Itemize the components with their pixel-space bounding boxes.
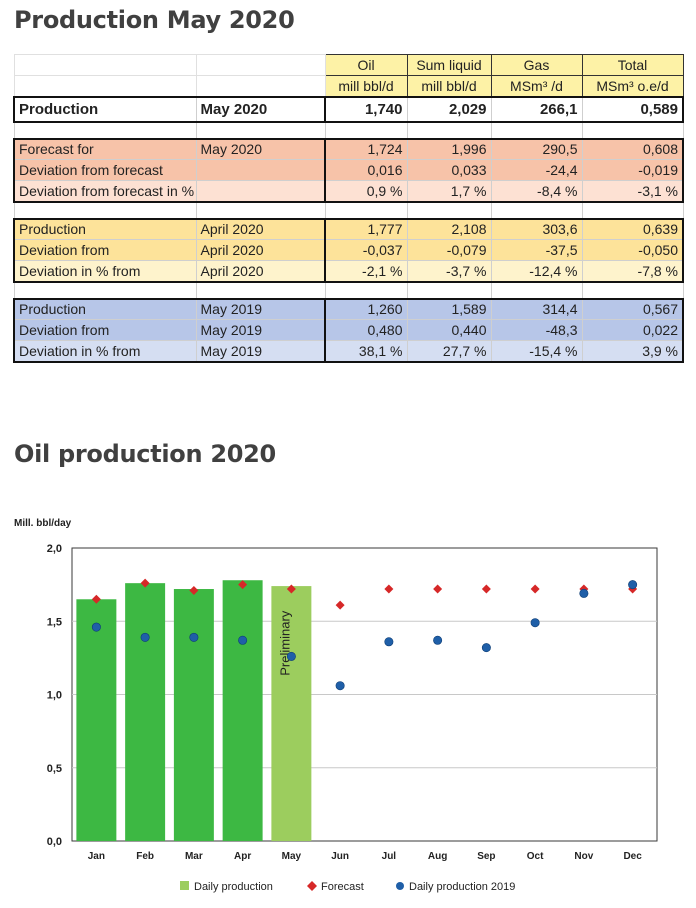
oil-production-chart: 0,0 0,5 1,0 1,5 2,0 Mill. bbl/day Jan Feb Mar Apr…	[14, 508, 684, 903]
bar	[173, 589, 214, 841]
legend-label-daily-production: Daily production	[194, 881, 273, 893]
x-tick-label: Sep	[477, 851, 495, 862]
header-row-names: Oil Sum liquid Gas Total	[13, 54, 684, 76]
row-period: May 2020	[195, 95, 326, 123]
production-2019-marker	[433, 635, 443, 645]
production-2019-marker	[628, 580, 638, 590]
cell-oil: 1,740	[324, 95, 408, 123]
x-tick-label: Jun	[331, 851, 349, 862]
legend-swatch-production-2019	[396, 882, 404, 890]
production-2019-marker	[189, 632, 199, 642]
row-label: Production	[13, 95, 197, 123]
production-2019-marker	[238, 635, 248, 645]
x-tick-label: Apr	[234, 851, 251, 862]
cell-gas: 266,1	[490, 95, 583, 123]
x-tick-label: Jul	[382, 851, 397, 862]
table-row: Production May 2019 1,260 1,589 314,4 0,…	[13, 297, 684, 320]
legend-label-production-2019: Daily production 2019	[409, 881, 515, 893]
bar	[125, 583, 166, 841]
col-header-sum-liquid: Sum liquid	[406, 54, 492, 76]
preliminary-annotation: Preliminary	[277, 610, 292, 676]
table-row: Deviation from forecast 0,016 0,033 -24,…	[13, 159, 684, 181]
col-unit-oil: mill bbl/d	[324, 75, 408, 97]
y-tick-label: 1,0	[47, 690, 62, 702]
table-row: Deviation from April 2020 -0,037 -0,079 …	[13, 239, 684, 261]
production-2019-marker	[335, 681, 345, 691]
forecast-marker	[433, 584, 443, 594]
table-row: Forecast for May 2020 1,724 1,996 290,5 …	[13, 137, 684, 160]
production-2019-marker	[530, 618, 540, 628]
table-row: Deviation in % from April 2020 -2,1 % -3…	[13, 260, 684, 283]
x-tick-label: Aug	[428, 851, 447, 862]
production-2019-marker	[384, 637, 394, 647]
cell-total: 0,589	[581, 95, 684, 123]
forecast-marker	[238, 580, 248, 590]
y-tick-label: 0,5	[47, 763, 62, 775]
x-tick-label: Oct	[527, 851, 544, 862]
table-row: Deviation from forecast in % 0,9 % 1,7 %…	[13, 180, 684, 203]
legend-swatch-forecast	[307, 881, 317, 891]
forecast-marker	[335, 600, 345, 610]
forecast-marker	[91, 594, 101, 604]
production-2019-marker	[286, 651, 296, 661]
forecast-marker	[140, 578, 150, 588]
y-tick-label: 2,0	[47, 543, 62, 555]
bar	[76, 599, 117, 841]
col-header-gas: Gas	[490, 54, 583, 76]
legend-label-forecast: Forecast	[321, 881, 364, 893]
x-tick-label: Nov	[574, 851, 593, 862]
y-tick-label: 0,0	[47, 836, 62, 848]
table-row: Deviation from May 2019 0,480 0,440 -48,…	[13, 319, 684, 341]
forecast-marker	[481, 584, 491, 594]
chart-svg: 0,0 0,5 1,0 1,5 2,0 Mill. bbl/day Jan Feb Mar Apr…	[14, 518, 658, 893]
forecast-marker	[530, 584, 540, 594]
forecast-marker	[384, 584, 394, 594]
table-row: Deviation in % from May 2019 38,1 % 27,7…	[13, 340, 684, 363]
production-2019-marker	[579, 588, 589, 598]
x-tick-label: May	[282, 851, 302, 862]
page-title: Production May 2020	[14, 6, 295, 34]
x-tick-label: Dec	[623, 851, 642, 862]
cell-sum-liquid: 2,029	[406, 95, 492, 123]
table-row-production: Production May 2020 1,740 2,029 266,1 0,…	[13, 95, 684, 123]
y-axis-label: Mill. bbl/day	[14, 518, 72, 529]
col-unit-total: MSm³ o.e/d	[581, 75, 684, 97]
bar	[271, 586, 312, 841]
chart-title: Oil production 2020	[14, 440, 276, 468]
x-tick-label: Jan	[88, 851, 105, 862]
y-tick-label: 1,5	[47, 616, 62, 628]
production-table: Oil Sum liquid Gas Total mill bbl/d mill…	[13, 54, 684, 363]
forecast-marker	[189, 585, 199, 595]
x-tick-label: Feb	[136, 851, 154, 862]
bar	[222, 580, 263, 841]
production-2019-marker	[481, 643, 491, 653]
table-row: Production April 2020 1,777 2,108 303,6 …	[13, 217, 684, 240]
production-2019-marker	[140, 632, 150, 642]
col-unit-sum-liquid: mill bbl/d	[406, 75, 492, 97]
forecast-marker	[286, 584, 296, 594]
production-2019-marker	[91, 622, 101, 632]
col-unit-gas: MSm³ /d	[490, 75, 583, 97]
col-header-oil: Oil	[324, 54, 408, 76]
header-row-units: mill bbl/d mill bbl/d MSm³ /d MSm³ o.e/d	[13, 75, 684, 97]
col-header-total: Total	[581, 54, 684, 76]
x-tick-label: Mar	[185, 851, 203, 862]
legend-swatch-daily-production	[180, 881, 189, 890]
